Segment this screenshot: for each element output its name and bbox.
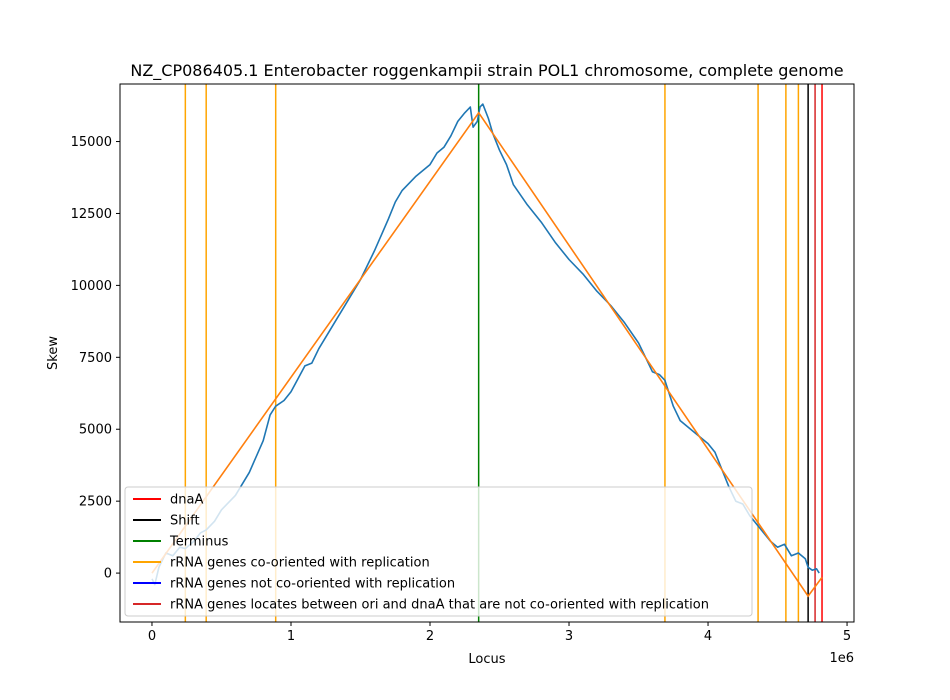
x-tick-label: 0 [148, 629, 156, 644]
legend-label: rRNA genes locates between ori and dnaA … [170, 598, 709, 613]
x-tick-label: 3 [565, 629, 573, 644]
x-axis: 0 1 2 3 4 5 [148, 622, 851, 644]
plot-frame [119, 83, 855, 623]
legend-label: rRNA genes not co-oriented with replicat… [170, 577, 455, 592]
legend-label: dnaA [170, 493, 203, 508]
y-axis: 0 2500 5000 7500 10000 12500 15000 [71, 135, 120, 582]
y-tick-label: 7500 [79, 351, 112, 366]
legend: dnaA Shift Terminus rRNA genes co-oriented … [124, 486, 753, 617]
legend-label: Shift [170, 514, 200, 529]
x-axis-label: Locus [468, 652, 505, 667]
legend-box [124, 486, 753, 617]
legend-label: rRNA genes co-oriented with replication [170, 556, 430, 571]
y-tick-label: 2500 [79, 495, 112, 510]
y-tick-label: 5000 [79, 423, 112, 438]
x-tick-label: 2 [426, 629, 434, 644]
y-axis-label: Skew [46, 336, 61, 370]
chart-title: NZ_CP086405.1 Enterobacter roggenkampii … [130, 61, 843, 81]
y-tick-label: 0 [104, 567, 112, 582]
legend-label: Terminus [169, 535, 229, 550]
x-tick-label: 5 [843, 629, 851, 644]
x-axis-offset-label: 1e6 [829, 651, 854, 666]
x-tick-label: 1 [287, 629, 295, 644]
fit-series-line [151, 111, 823, 598]
y-tick-label: 15000 [71, 135, 112, 150]
y-tick-label: 12500 [71, 207, 112, 222]
x-tick-label: 4 [704, 629, 712, 644]
y-tick-label: 10000 [71, 279, 112, 294]
